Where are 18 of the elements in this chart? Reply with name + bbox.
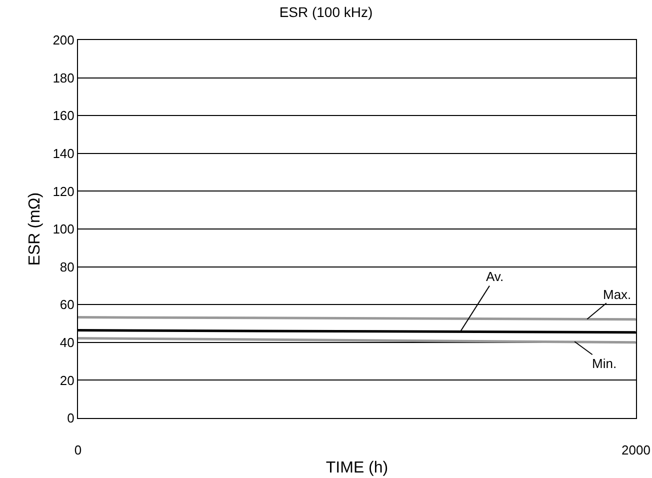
annotation: Min.: [592, 356, 617, 371]
y-tick-label: 80: [60, 259, 74, 274]
annotation: Av.: [486, 269, 504, 284]
y-tick-label: 20: [60, 372, 74, 388]
y-tick-label: 140: [52, 146, 74, 161]
y-tick-label: 0: [67, 410, 74, 426]
y-tick-label: 40: [60, 334, 74, 350]
y-tick-label: 100: [52, 222, 74, 237]
y-axis-title: ESR (mΩ): [26, 192, 44, 266]
y-tick-label: 120: [52, 184, 74, 199]
y-tick-label: 60: [60, 297, 74, 312]
annotation: Max.: [603, 287, 632, 302]
chart-title: ESR (100 kHz): [279, 4, 373, 20]
y-tick-label: 180: [52, 70, 74, 86]
y-tick-label: 160: [52, 108, 74, 124]
x-tick-label: 2000: [622, 442, 650, 458]
y-tick-label: 200: [52, 32, 74, 48]
x-axis-title: TIME (h): [326, 459, 388, 476]
